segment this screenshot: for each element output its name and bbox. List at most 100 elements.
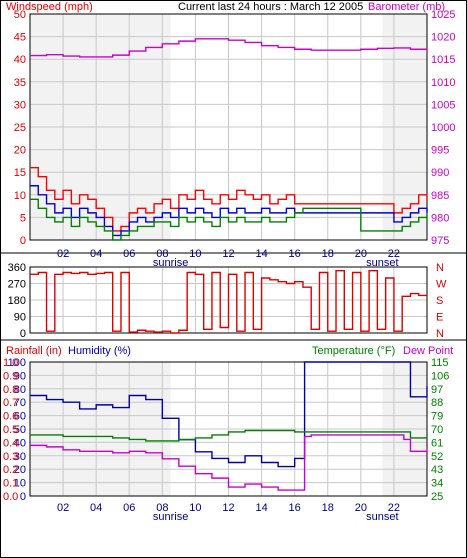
y-left-tick-label: 45 xyxy=(14,32,26,44)
y-left-tick-label: 20 xyxy=(14,464,26,476)
x-tick-label: 04 xyxy=(90,248,102,260)
y-left-tick-label: 60 xyxy=(14,411,26,423)
y-left-tick-label: 90 xyxy=(14,312,26,324)
y-right-tick-label: 97 xyxy=(431,384,443,396)
series-line-humidity xyxy=(30,361,428,468)
series-line-temperature xyxy=(30,429,427,442)
y-rain-tick-label: 0.8 xyxy=(3,384,18,396)
y-left-tick-label: 100 xyxy=(8,357,26,369)
y-left-tick-label: 25 xyxy=(14,122,26,134)
y-rain-tick-label: 0.5 xyxy=(3,424,18,436)
y-right-tick-label: 1010 xyxy=(431,77,455,89)
x-marker-label: sunset xyxy=(366,511,398,523)
y-right-tick-label: 1025 xyxy=(431,9,455,21)
y-left-tick-label: 5 xyxy=(20,212,26,224)
y-right-tick-label: 43 xyxy=(431,464,443,476)
x-tick-label: 12 xyxy=(222,502,234,514)
temperature-axis-label: Temperature (°F) xyxy=(312,345,395,357)
plot-frame xyxy=(29,361,428,497)
y-left-tick-label: 0 xyxy=(20,491,26,503)
x-tick-label: 18 xyxy=(322,248,334,260)
series-line-barometer xyxy=(30,38,428,58)
y-right-tick-label: 1000 xyxy=(431,122,455,134)
y-right-tick-label: 975 xyxy=(431,235,449,247)
series-line-wind_avg xyxy=(30,185,428,237)
y-right-tick-label: 70 xyxy=(431,424,443,436)
x-tick-label: 08 xyxy=(156,502,168,514)
x-tick-label: 06 xyxy=(123,248,135,260)
y-right-tick-label: 1015 xyxy=(431,54,455,66)
y-left-tick-label: 40 xyxy=(14,437,26,449)
y-right-tick-label: 115 xyxy=(431,357,449,369)
dewpoint-axis-label: Dew Point xyxy=(403,345,453,357)
y-left-tick-label: 20 xyxy=(14,145,26,157)
x-tick-label: 12 xyxy=(222,248,234,260)
x-tick-label: 04 xyxy=(90,502,102,514)
y-right-tick-label: 25 xyxy=(431,491,443,503)
x-tick-label: 02 xyxy=(57,502,69,514)
y-right-tick-label: 1005 xyxy=(431,99,455,111)
x-tick-label: 14 xyxy=(255,248,267,260)
x-tick-label: 22 xyxy=(388,502,400,514)
y-right-tick-label: 995 xyxy=(431,145,449,157)
y-left-tick-label: 50 xyxy=(14,424,26,436)
y-rain-tick-label: 0.1 xyxy=(3,478,18,490)
y-left-tick-label: 10 xyxy=(14,190,26,202)
y-right-tick-label: 1020 xyxy=(431,32,455,44)
windspeed-axis-label: Windspeed (mph) xyxy=(6,1,93,13)
y-right-tick-label: N xyxy=(436,328,444,340)
chart-title: Current last 24 hours : March 12 2005 xyxy=(178,1,363,13)
y-left-tick-label: 30 xyxy=(14,99,26,111)
x-tick-label: 18 xyxy=(322,502,334,514)
y-left-tick-label: 360 xyxy=(8,262,26,274)
y-left-tick-label: 15 xyxy=(14,167,26,179)
y-left-tick-label: 50 xyxy=(14,9,26,21)
x-tick-label: 10 xyxy=(189,248,201,260)
x-tick-label: 10 xyxy=(189,502,201,514)
y-right-tick-label: 34 xyxy=(431,478,443,490)
series-line-dew_point xyxy=(30,434,428,491)
y-right-tick-label: N xyxy=(436,262,444,274)
y-left-tick-label: 90 xyxy=(14,370,26,382)
x-tick-label: 02 xyxy=(57,248,69,260)
y-right-tick-label: 985 xyxy=(431,190,449,202)
y-rain-tick-label: 0.2 xyxy=(3,464,18,476)
y-rain-tick-label: 0.4 xyxy=(3,437,18,449)
y-left-tick-label: 270 xyxy=(8,279,26,291)
y-rain-tick-label: 1.0 xyxy=(3,357,18,369)
y-left-tick-label: 35 xyxy=(14,77,26,89)
x-marker-label: sunrise xyxy=(153,257,188,269)
y-left-tick-label: 40 xyxy=(14,54,26,66)
y-rain-tick-label: 0.3 xyxy=(3,451,18,463)
y-rain-tick-label: 0.6 xyxy=(3,411,18,423)
x-tick-label: 22 xyxy=(388,248,400,260)
y-left-tick-label: 0 xyxy=(20,235,26,247)
humidity-axis-label: Humidity (%) xyxy=(68,345,131,357)
y-left-tick-label: 180 xyxy=(8,295,26,307)
y-left-tick-label: 0 xyxy=(20,328,26,340)
y-rain-tick-label: 0.0 xyxy=(3,491,18,503)
y-right-tick-label: 990 xyxy=(431,167,449,179)
y-right-tick-label: W xyxy=(436,279,447,291)
y-right-tick-label: 61 xyxy=(431,437,443,449)
x-tick-label: 16 xyxy=(289,248,301,260)
y-left-tick-label: 80 xyxy=(14,384,26,396)
y-right-tick-label: 88 xyxy=(431,397,443,409)
y-right-tick-label: 52 xyxy=(431,451,443,463)
x-tick-label: 06 xyxy=(123,502,135,514)
x-marker-label: sunrise xyxy=(153,511,188,523)
y-rain-tick-label: 0.9 xyxy=(3,370,18,382)
series-line-wind_dir xyxy=(30,269,428,334)
plot-frame xyxy=(29,266,428,334)
y-left-tick-label: 10 xyxy=(14,478,26,490)
x-tick-label: 14 xyxy=(255,502,267,514)
y-left-tick-label: 30 xyxy=(14,451,26,463)
y-left-tick-label: 70 xyxy=(14,397,26,409)
x-tick-label: 20 xyxy=(355,502,367,514)
x-tick-label: 20 xyxy=(355,248,367,260)
y-right-tick-label: 106 xyxy=(431,370,449,382)
x-tick-label: 16 xyxy=(289,502,301,514)
series-line-wind_low xyxy=(30,198,428,241)
barometer-axis-label: Barometer (mb) xyxy=(368,1,445,13)
